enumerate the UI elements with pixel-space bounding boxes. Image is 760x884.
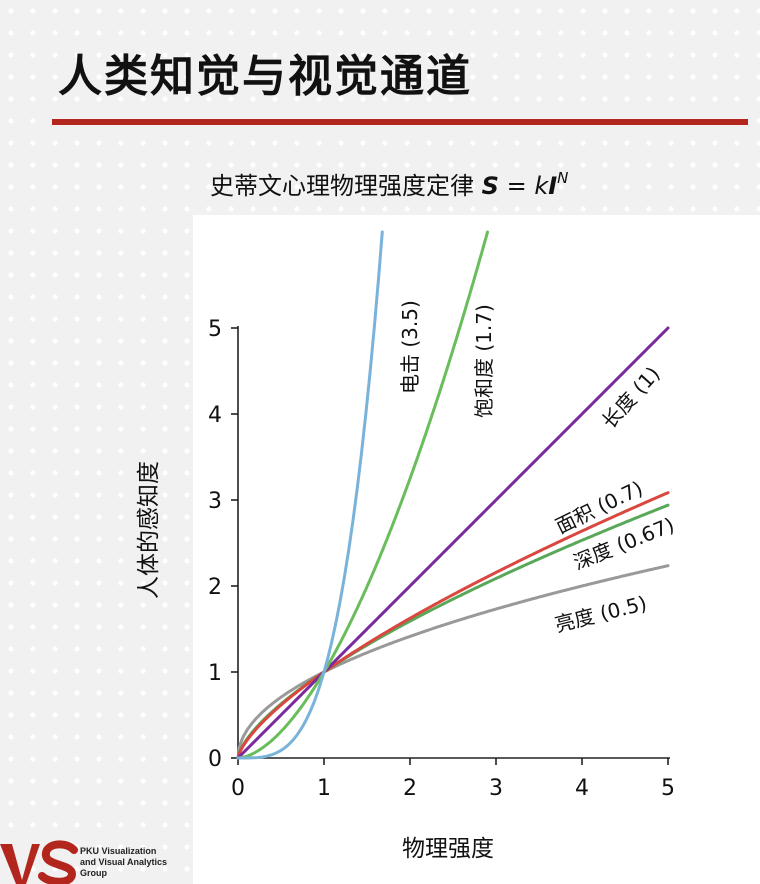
slide-title: 人类知觉与视觉通道 [58,51,472,102]
chart-title-text: 史蒂文心理物理强度定律 [210,172,482,200]
formula-equals: = [499,172,534,200]
shock-curve [236,230,384,760]
saturation-label: 饱和度 (1.7) [472,304,496,418]
chart-panel [193,215,760,884]
logo-line-3: Group [80,868,107,878]
y-tick-label-5: 5 [208,317,222,342]
formula-s: S [482,172,499,200]
x-tick-label-0: 0 [231,776,245,801]
vis-group-logo [0,840,78,884]
logo-line-1: PKU Visualization [80,846,157,856]
shock-label: 电击 (3.5) [398,300,422,394]
brightness-label: 亮度 (0.5) [552,591,649,637]
x-tick-label-2: 2 [403,776,417,801]
x-tick-label-5: 5 [661,776,675,801]
y-tick-label-2: 2 [208,575,222,600]
area-curve [236,491,670,760]
formula-i: I [548,172,557,200]
x-tick-label-4: 4 [575,776,589,801]
saturation-curve [236,230,489,760]
chart-title: 史蒂文心理物理强度定律 S = kIN [210,169,568,200]
y-tick-label-1: 1 [208,661,222,686]
logo-text: PKU Visualization and Visual Analytics G… [80,846,200,879]
x-tick-label-3: 3 [489,776,503,801]
y-tick-label-4: 4 [208,403,222,428]
logo-mark-s [38,840,78,884]
y-tick-label-3: 3 [208,489,222,514]
y-tick-label-0: 0 [208,747,222,772]
y-axis-label: 人体的感知度 [136,461,162,599]
title-divider [52,119,748,125]
x-axis-label: 物理强度 [402,836,494,862]
x-tick-label-1: 1 [317,776,331,801]
brightness-curve [236,564,670,760]
formula-n: N [557,169,568,187]
length-label: 长度 (1) [597,362,665,434]
length-curve [236,326,670,760]
formula-k: k [534,172,549,200]
logo-line-2: and Visual Analytics [80,857,168,867]
logo-mark-v [0,844,40,884]
